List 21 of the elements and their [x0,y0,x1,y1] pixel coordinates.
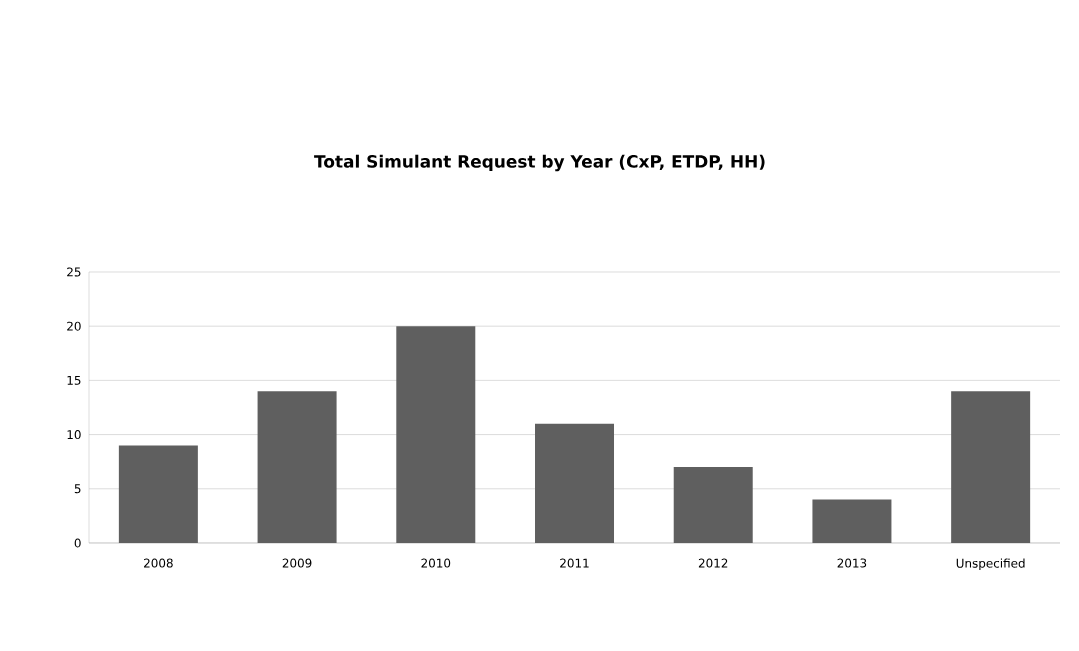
y-tick-label: 0 [74,538,81,548]
bar [673,467,753,543]
y-tick-label: 25 [67,267,81,277]
bar [535,423,615,543]
chart-title: Total Simulant Request by Year (CxP, ETDP, HH) [314,154,765,172]
bar [396,326,476,543]
x-tick-label: 2010 [421,558,451,568]
bar [118,445,198,543]
bar [812,499,892,543]
x-tick-label: 2008 [144,558,173,568]
bar [951,391,1031,543]
x-tick-label: 2011 [560,558,589,568]
y-tick-label: 15 [67,375,81,385]
bar [257,391,337,543]
x-tick-label: 2012 [698,558,728,568]
y-tick-label: 10 [67,430,81,440]
x-tick-label: 2009 [282,558,312,568]
y-tick-label: 5 [74,484,81,494]
x-tick-label: 2013 [837,558,867,568]
y-tick-label: 20 [67,321,81,331]
x-tick-label: Unspecified [956,558,1025,571]
